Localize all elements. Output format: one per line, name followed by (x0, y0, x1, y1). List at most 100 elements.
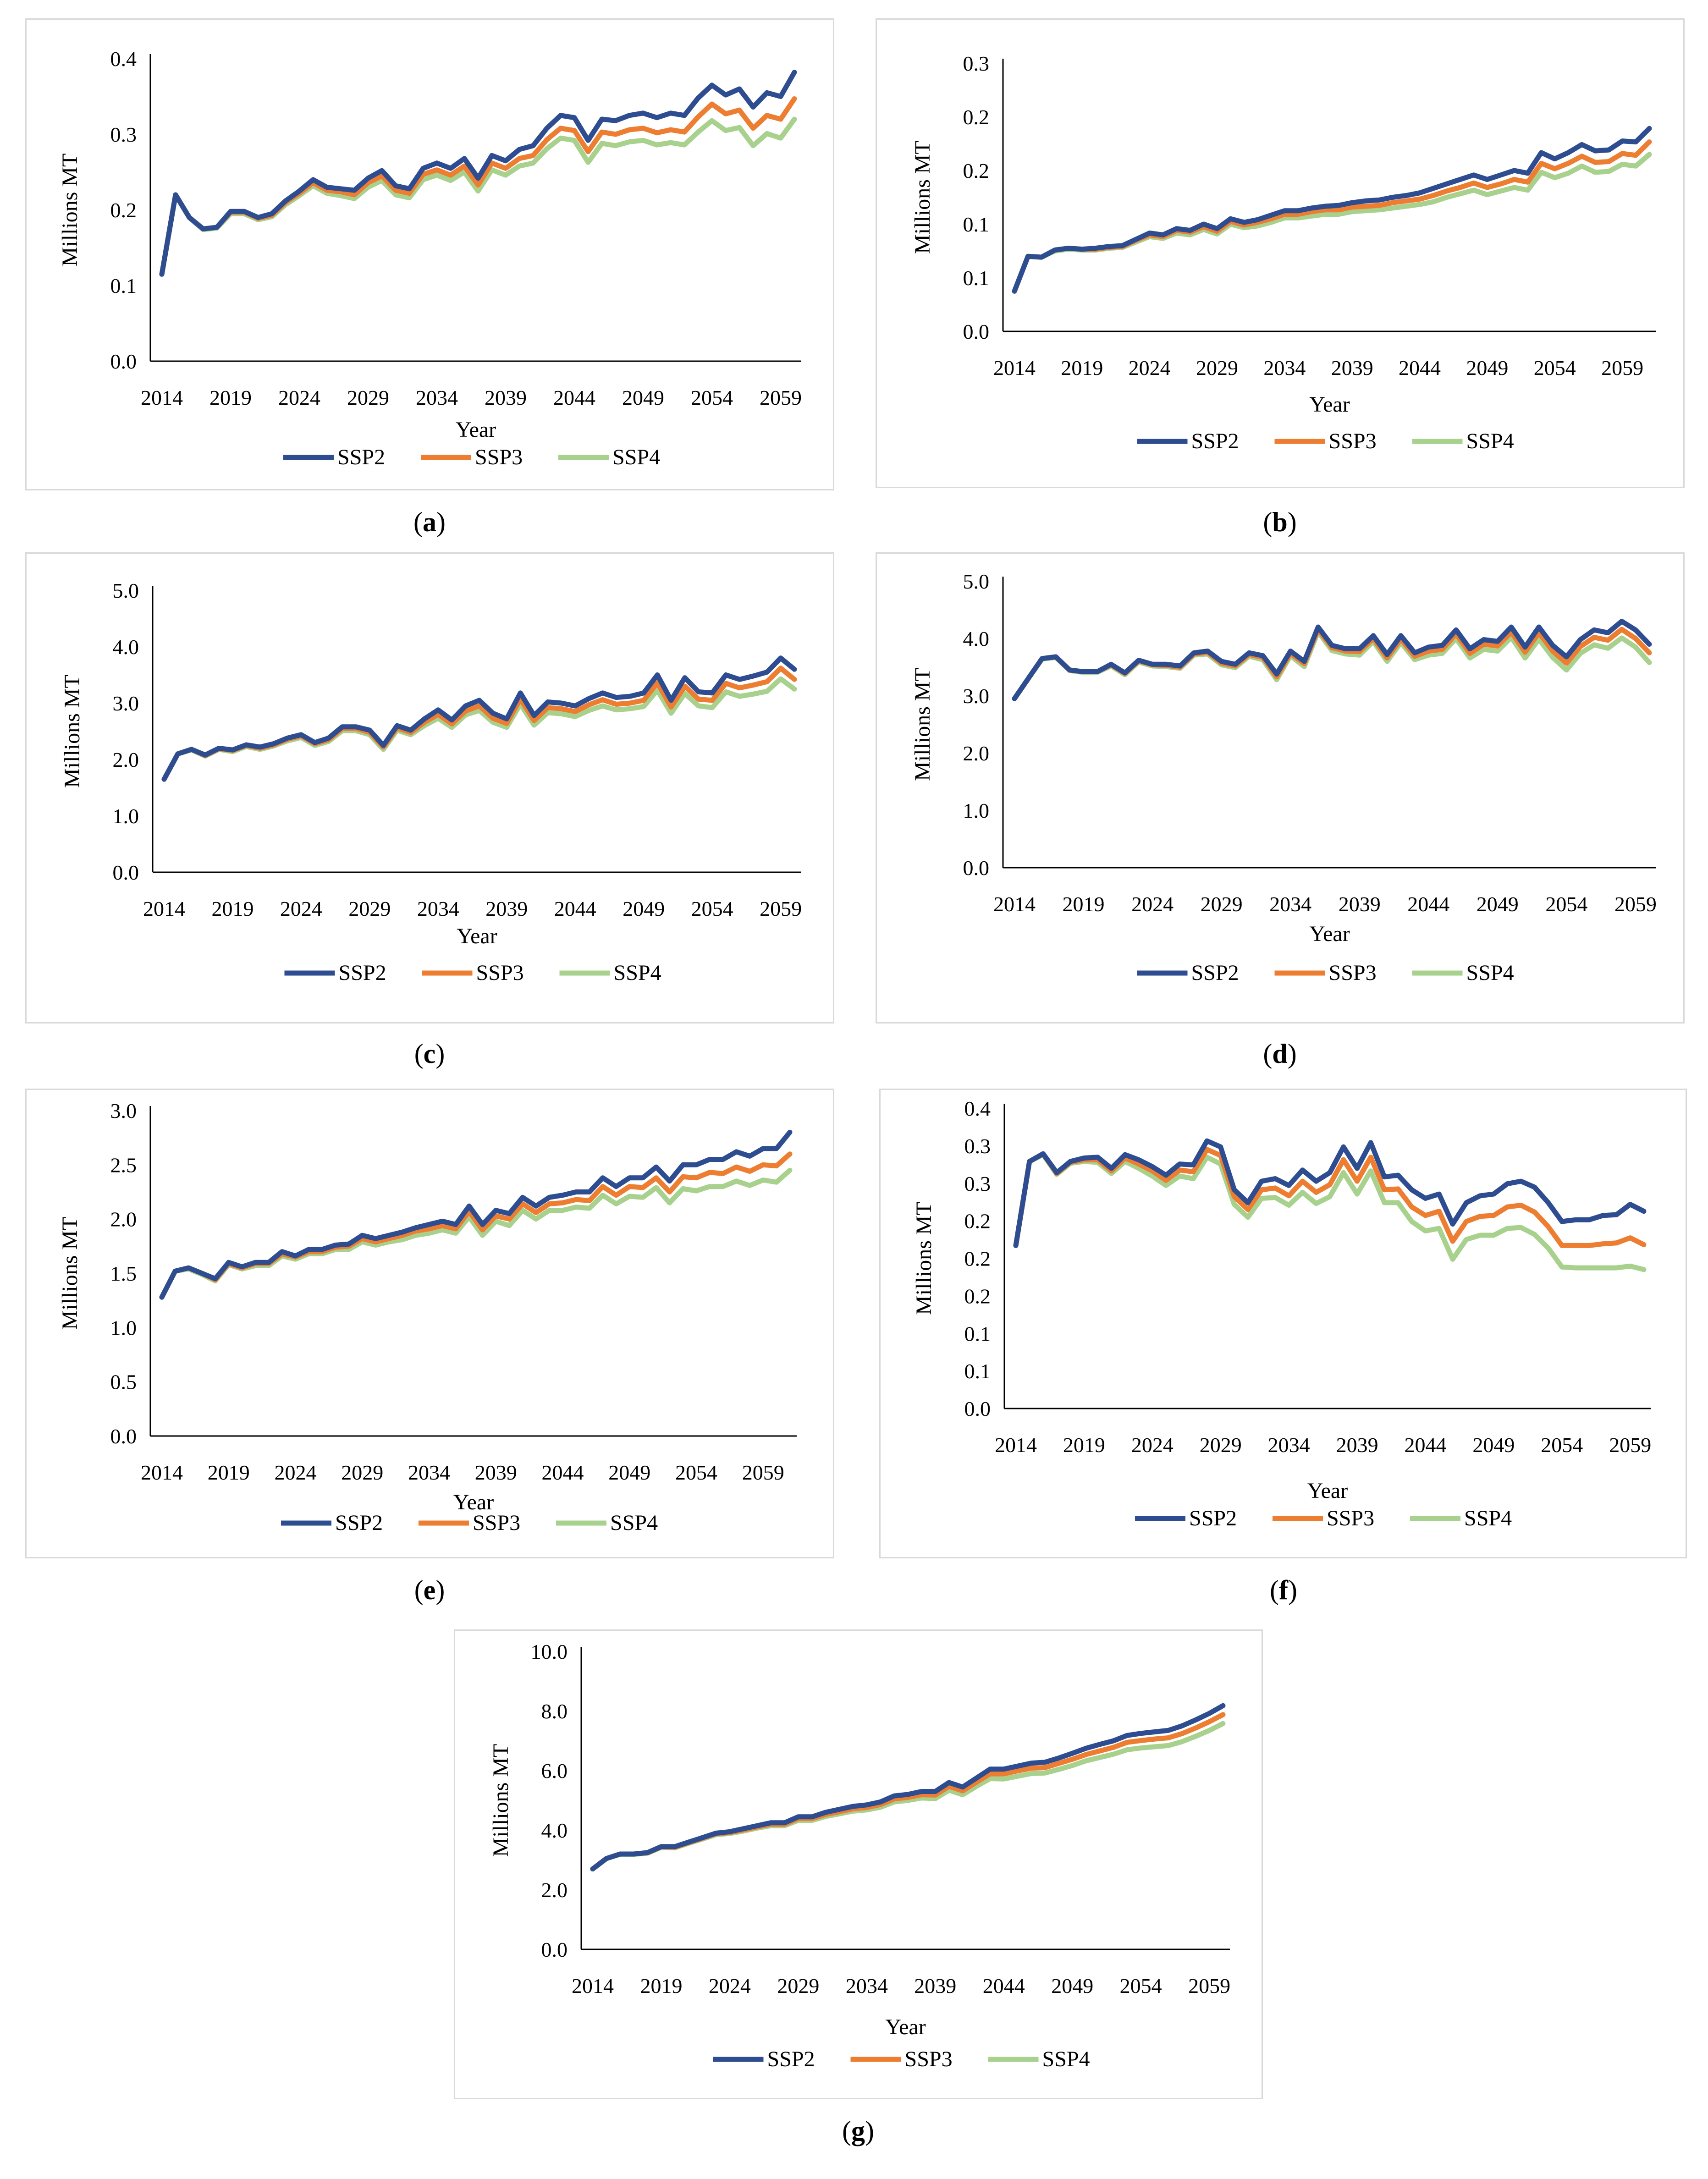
x-tick-label: 2014 (141, 386, 183, 409)
y-tick-label: 0.4 (964, 1097, 991, 1120)
y-tick-label: 0.2 (964, 1284, 991, 1308)
x-tick-label: 2014 (993, 356, 1036, 380)
y-tick-label: 4.0 (113, 635, 139, 659)
x-tick-label: 2034 (408, 1461, 450, 1484)
chart-panel-g: 0.0 2.0 4.0 6.0 8.0 10.0 2014 2019 2024 2029 2034 2… (454, 1629, 1263, 2099)
series-line-ssp4 (159, 1167, 793, 1300)
x-tick-label: 2029 (347, 386, 389, 409)
chart-g-svg: 0.0 2.0 4.0 6.0 8.0 10.0 2014 2019 2024 2029 2034 2… (489, 1640, 1230, 2071)
x-tick-label: 2019 (1061, 356, 1103, 380)
y-tick-label: 1.0 (963, 799, 990, 822)
y-tick-label: 1.5 (110, 1262, 137, 1285)
y-tick-label: 0.3 (964, 1172, 991, 1195)
x-tick-label: 2054 (691, 386, 733, 409)
x-tick-label: 2019 (1063, 892, 1105, 916)
y-tick-label: 0.0 (963, 320, 990, 343)
x-tick-label: 2039 (914, 1974, 956, 1997)
y-tick-label: 0.2 (963, 159, 990, 182)
chart-d-svg: 0.0 1.0 2.0 3.0 4.0 5.0 2014 2019 2024 2029 2034 20… (910, 570, 1657, 985)
x-tick-label: 2024 (1131, 1433, 1174, 1457)
legend-label-ssp3: SSP3 (905, 2047, 953, 2071)
legend-label-ssp2: SSP2 (1191, 429, 1239, 453)
x-axis-title: Year (885, 2015, 926, 2039)
x-tick-label: 2034 (1263, 356, 1306, 380)
legend-label-ssp3: SSP3 (476, 961, 524, 985)
y-tick-label: 0.5 (110, 1370, 137, 1394)
x-tick-label: 2059 (760, 897, 802, 920)
x-tick-label: 2014 (993, 892, 1036, 916)
legend-label-ssp3: SSP3 (1327, 1506, 1374, 1530)
x-axis-title: Year (1307, 1479, 1348, 1503)
x-tick-label: 2054 (1541, 1433, 1583, 1457)
y-tick-label: 0.2 (964, 1247, 991, 1271)
y-tick-label: 3.0 (113, 692, 139, 715)
x-tick-label: 2039 (1339, 892, 1381, 916)
x-tick-label: 2034 (417, 897, 459, 920)
y-tick-label: 2.0 (541, 1878, 568, 1902)
chart-panel-e: 0.0 0.5 1.0 1.5 2.0 2.5 3.0 2014 2019 2024 2029 203… (25, 1089, 834, 1558)
x-axis-title: Year (457, 924, 497, 948)
legend-label-ssp3: SSP3 (1329, 961, 1377, 985)
x-tick-label: 2024 (280, 897, 322, 920)
series-line-ssp4 (1012, 152, 1652, 294)
y-tick-label: 0.1 (964, 1359, 991, 1383)
series-line-ssp2 (590, 1703, 1226, 1871)
y-tick-label: 0.0 (110, 350, 137, 373)
series-line-ssp2 (1013, 1138, 1647, 1248)
x-tick-label: 2044 (553, 386, 595, 409)
x-tick-label: 2024 (274, 1461, 316, 1484)
y-axis-title: Millions MT (58, 1217, 82, 1330)
y-axis-title: Millions MT (910, 141, 935, 254)
legend-label-ssp2: SSP2 (767, 2047, 815, 2071)
x-tick-label: 2024 (1129, 356, 1171, 380)
x-tick-label: 2049 (622, 386, 664, 409)
x-tick-label: 2049 (1477, 892, 1519, 916)
legend-label-ssp2: SSP2 (1191, 961, 1239, 985)
x-tick-label: 2059 (760, 386, 802, 409)
y-tick-label: 0.1 (963, 266, 990, 290)
y-tick-label: 0.2 (110, 198, 137, 222)
x-tick-label: 2039 (485, 386, 527, 409)
chart-a-svg: 0.0 0.1 0.2 0.3 0.4 2014 2019 2024 2029 2034 2039 2… (58, 47, 802, 469)
series-line-ssp2 (1012, 619, 1652, 701)
series-line-ssp3 (159, 96, 797, 277)
x-tick-label: 2049 (1466, 356, 1508, 380)
series-line-ssp3 (161, 666, 797, 782)
y-tick-label: 4.0 (963, 627, 990, 650)
y-tick-label: 0.1 (963, 213, 990, 236)
series-line-ssp2 (159, 1129, 793, 1300)
x-tick-label: 2049 (608, 1461, 650, 1484)
chart-panel-c: 0.0 1.0 2.0 3.0 4.0 5.0 2014 2019 2024 2029 2034 20… (25, 552, 834, 1023)
chart-c-svg: 0.0 1.0 2.0 3.0 4.0 5.0 2014 2019 2024 2029 2034 20… (60, 579, 802, 985)
x-tick-label: 2054 (1120, 1974, 1162, 1997)
legend-label-ssp2: SSP2 (337, 445, 385, 469)
y-tick-label: 0.2 (963, 105, 990, 129)
y-tick-label: 2.0 (963, 742, 990, 765)
legend-label-ssp2: SSP2 (335, 1511, 383, 1535)
x-axis-title: Year (453, 1490, 494, 1514)
y-tick-label: 1.0 (113, 804, 139, 828)
x-tick-label: 2029 (1196, 356, 1238, 380)
legend-label-ssp2: SSP2 (1189, 1506, 1237, 1530)
caption-b: (b) (1263, 507, 1297, 537)
x-tick-label: 2034 (846, 1974, 888, 1997)
y-tick-label: 5.0 (113, 579, 139, 602)
legend-label-ssp4: SSP4 (1464, 1506, 1512, 1530)
x-tick-label: 2054 (1534, 356, 1576, 380)
y-tick-label: 0.0 (541, 1938, 568, 1961)
x-tick-label: 2054 (691, 897, 733, 920)
series-line-ssp4 (159, 116, 797, 277)
x-axis-title: Year (1309, 392, 1350, 417)
x-tick-label: 2029 (1200, 1433, 1242, 1457)
legend-label-ssp3: SSP3 (475, 445, 523, 469)
x-tick-label: 2039 (475, 1461, 517, 1484)
x-tick-label: 2049 (623, 897, 665, 920)
chart-e-svg: 0.0 0.5 1.0 1.5 2.0 2.5 3.0 2014 2019 2024 2029 203… (58, 1099, 797, 1535)
x-tick-label: 2054 (1545, 892, 1587, 916)
y-tick-label: 0.1 (110, 274, 137, 297)
x-tick-label: 2019 (640, 1974, 682, 1997)
y-tick-label: 1.0 (110, 1316, 137, 1339)
x-tick-label: 2054 (675, 1461, 717, 1484)
y-tick-label: 0.2 (964, 1210, 991, 1233)
y-tick-label: 0.0 (963, 856, 990, 880)
